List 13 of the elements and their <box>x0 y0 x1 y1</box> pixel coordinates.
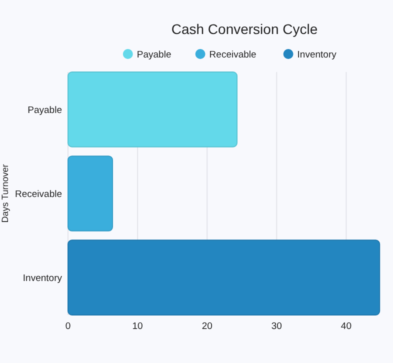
y-tick-label: Payable <box>28 104 62 116</box>
y-tick-label: Inventory <box>22 273 62 284</box>
legend-label: Inventory <box>297 50 337 60</box>
x-tick-label: 0 <box>65 321 71 332</box>
x-tick-label: 40 <box>340 321 352 332</box>
y-axis-title: Days Turnover <box>0 164 10 223</box>
legend-label: Receivable <box>209 50 256 60</box>
y-tick-label: Receivable <box>15 189 62 200</box>
x-tick-label: 10 <box>132 321 143 332</box>
x-tick-label: 30 <box>271 321 282 332</box>
x-tick-label: 20 <box>202 321 212 332</box>
chart-title: Cash Conversion Cycle <box>171 21 318 37</box>
legend-label: Payable <box>136 50 172 60</box>
